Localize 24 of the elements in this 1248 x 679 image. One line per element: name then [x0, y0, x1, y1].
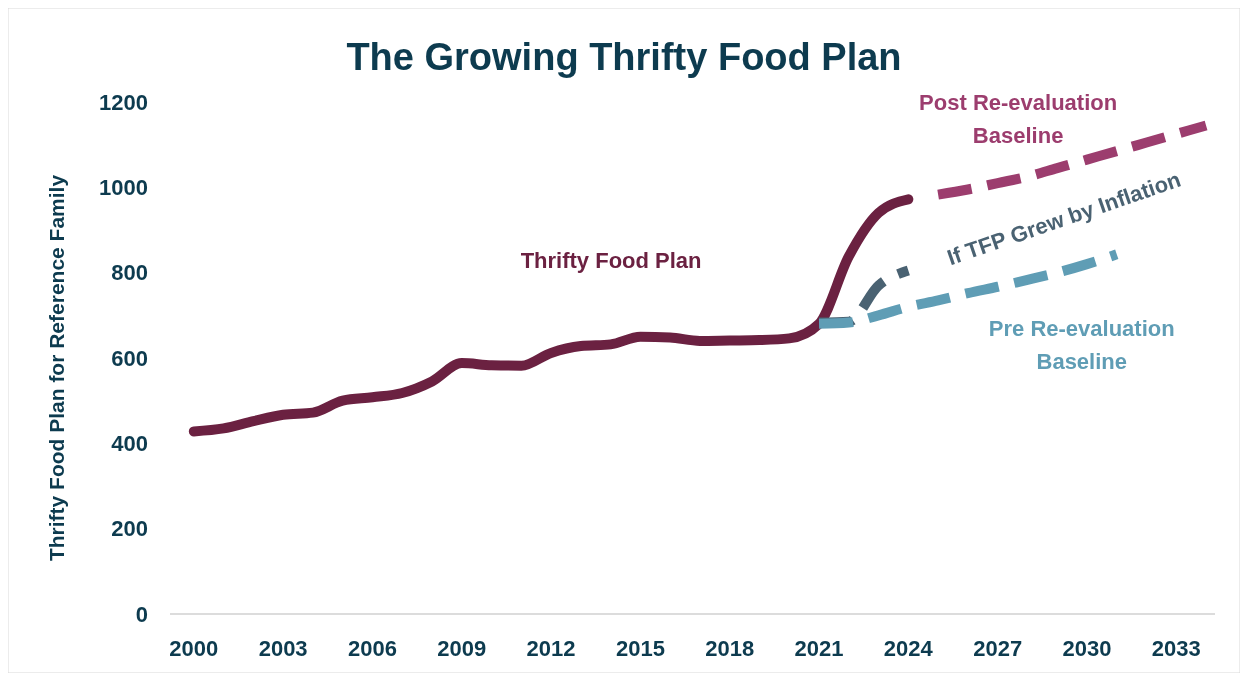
x-tick-label: 2021: [794, 636, 844, 661]
x-tick-label: 2033: [1151, 636, 1201, 661]
x-tick-label: 2012: [526, 636, 576, 661]
y-tick-label: 200: [111, 516, 148, 542]
y-tick-label: 400: [111, 431, 148, 457]
text: Thrifty Food Plan: [520, 247, 702, 273]
x-tick-label: 2015: [615, 636, 665, 661]
x-tick-label: 2009: [437, 636, 487, 661]
chart-title: The Growing Thrifty Food Plan: [346, 36, 902, 78]
x-tick-label: 2030: [1062, 636, 1112, 661]
y-tick-label: 1200: [99, 89, 148, 115]
x-tick-label: 2027: [973, 636, 1023, 661]
x-tick-label: 2018: [705, 636, 755, 661]
x-tick-label: 2006: [347, 636, 397, 661]
x-tick-label: 2024: [883, 636, 934, 661]
y-tick-label: 1000: [99, 175, 148, 201]
x-tick-label: 2000: [169, 636, 219, 661]
y-axis-title: Thrifty Food Plan for Reference Family: [45, 174, 68, 562]
y-tick-label: 800: [111, 260, 148, 286]
x-tick-label: 2003: [258, 636, 308, 661]
y-tick-label: 600: [111, 345, 148, 371]
y-tick-label: 0: [135, 601, 148, 627]
series-label: Pre Re-evaluation Baseline: [988, 316, 1175, 375]
series-label: Post Re-evaluation Baseline: [919, 89, 1118, 148]
